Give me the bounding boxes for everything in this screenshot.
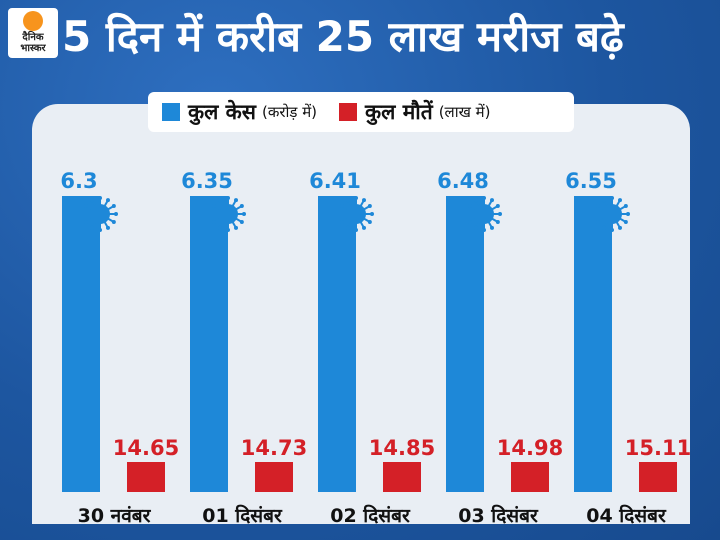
virus-icon [466,196,502,232]
data-label-cases-0: 6.3 [60,169,97,193]
bar-deaths-2 [383,462,421,492]
bar-cases-4 [574,196,612,492]
legend-swatch-deaths [339,103,358,121]
x-tick-label-2: 02 दिसंबर [330,504,411,527]
x-tick-label-1: 01 दिसंबर [202,504,283,527]
legend-label-deaths: कुल मौतें [365,100,433,124]
bar-deaths-1 [255,462,293,492]
logo-text-line1: दैनिक [22,32,44,43]
data-label-deaths-1: 14.73 [241,436,307,460]
chart-legend: कुल केस (करोड़ में) कुल मौतें (लाख में) [148,92,574,132]
legend-swatch-cases [162,103,180,121]
virus-icon [594,196,630,232]
bar-cases-0 [62,196,100,492]
data-label-cases-3: 6.48 [437,169,489,193]
x-tick-label-0: 30 नवंबर [78,505,152,527]
data-label-deaths-4: 15.11 [625,436,691,460]
data-label-deaths-0: 14.65 [113,436,179,460]
bar-deaths-3 [511,462,549,492]
data-label-deaths-2: 14.85 [369,436,435,460]
bar-cases-1 [190,196,228,492]
bar-cases-3 [446,196,484,492]
logo-text-line2: भास्कर [20,43,46,54]
data-label-cases-4: 6.55 [565,169,617,193]
virus-icon [338,196,374,232]
legend-unit-cases: (करोड़ में) [262,103,318,121]
legend-label-cases: कुल केस [188,100,257,124]
data-label-deaths-3: 14.98 [497,436,563,460]
data-label-cases-1: 6.35 [181,169,233,193]
bar-deaths-4 [639,462,677,492]
dainik-bhaskar-logo: दैनिक भास्कर [8,8,58,58]
x-tick-label-3: 03 दिसंबर [458,504,539,527]
x-tick-label-4: 04 दिसंबर [586,504,667,527]
legend-unit-deaths: (लाख में) [438,103,491,121]
bar-cases-2 [318,196,356,492]
virus-icon [210,196,246,232]
sun-icon [23,11,43,31]
page-title: 5 दिन में करीब 25 लाख मरीज बढ़े [62,12,624,61]
virus-icon [82,196,118,232]
bar-deaths-0 [127,462,165,492]
data-label-cases-2: 6.41 [309,169,361,193]
